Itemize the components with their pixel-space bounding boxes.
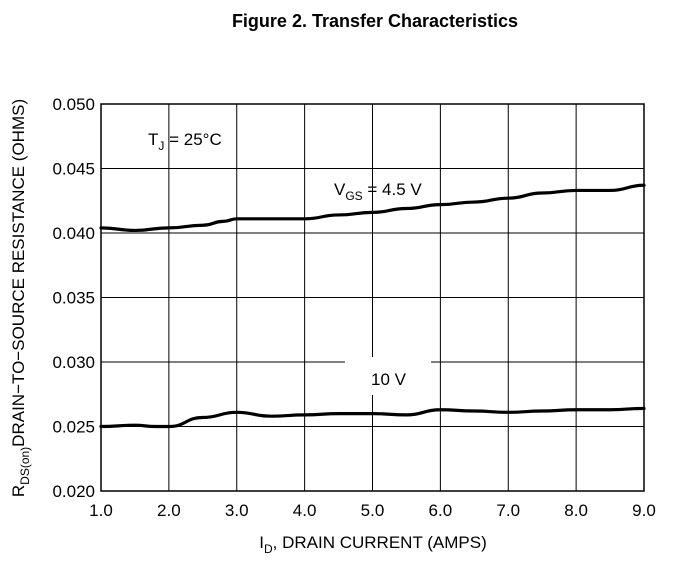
x-tick-label: 6.0 (429, 501, 453, 520)
x-tick-label: 7.0 (496, 501, 520, 520)
chart-title: Figure 2. Transfer Characteristics (232, 11, 518, 31)
y-tick-label: 0.040 (52, 224, 95, 243)
annotation-vgs-4-5v: VGS = 4.5 V (334, 180, 422, 203)
x-tick-labels: 1.0 2.0 3.0 4.0 5.0 6.0 7.0 8.0 9.0 (89, 501, 656, 520)
y-tick-labels: 0.020 0.025 0.030 0.035 0.040 0.045 0.050 (52, 95, 95, 501)
series-line-1 (99, 406, 646, 429)
y-tick-label: 0.045 (52, 160, 95, 179)
y-axis-title: RDS(on)DRAIN−TO−SOURCE RESISTANCE (OHMS) (9, 99, 32, 497)
x-tick-label: 5.0 (361, 501, 385, 520)
y-tick-label: 0.030 (52, 353, 95, 372)
x-tick-label: 4.0 (293, 501, 317, 520)
y-tick-label: 0.050 (52, 95, 95, 114)
x-tick-label: 9.0 (632, 501, 656, 520)
x-tick-label: 8.0 (564, 501, 588, 520)
series-line-0 (99, 183, 646, 233)
y-tick-label: 0.020 (52, 482, 95, 501)
annotation-vgs-10v: 10 V (371, 370, 407, 389)
x-tick-label: 3.0 (225, 501, 249, 520)
y-tick-label: 0.025 (52, 418, 95, 437)
x-axis-title: ID, DRAIN CURRENT (AMPS) (259, 533, 487, 556)
series-layer (99, 183, 646, 429)
y-tick-label: 0.035 (52, 289, 95, 308)
label-background-10v (345, 357, 431, 395)
x-tick-label: 1.0 (89, 501, 113, 520)
annotation-temperature: TJ = 25°C (148, 130, 222, 153)
plot-frame (100, 103, 645, 492)
grid-lines (100, 103, 645, 492)
x-tick-label: 2.0 (157, 501, 181, 520)
